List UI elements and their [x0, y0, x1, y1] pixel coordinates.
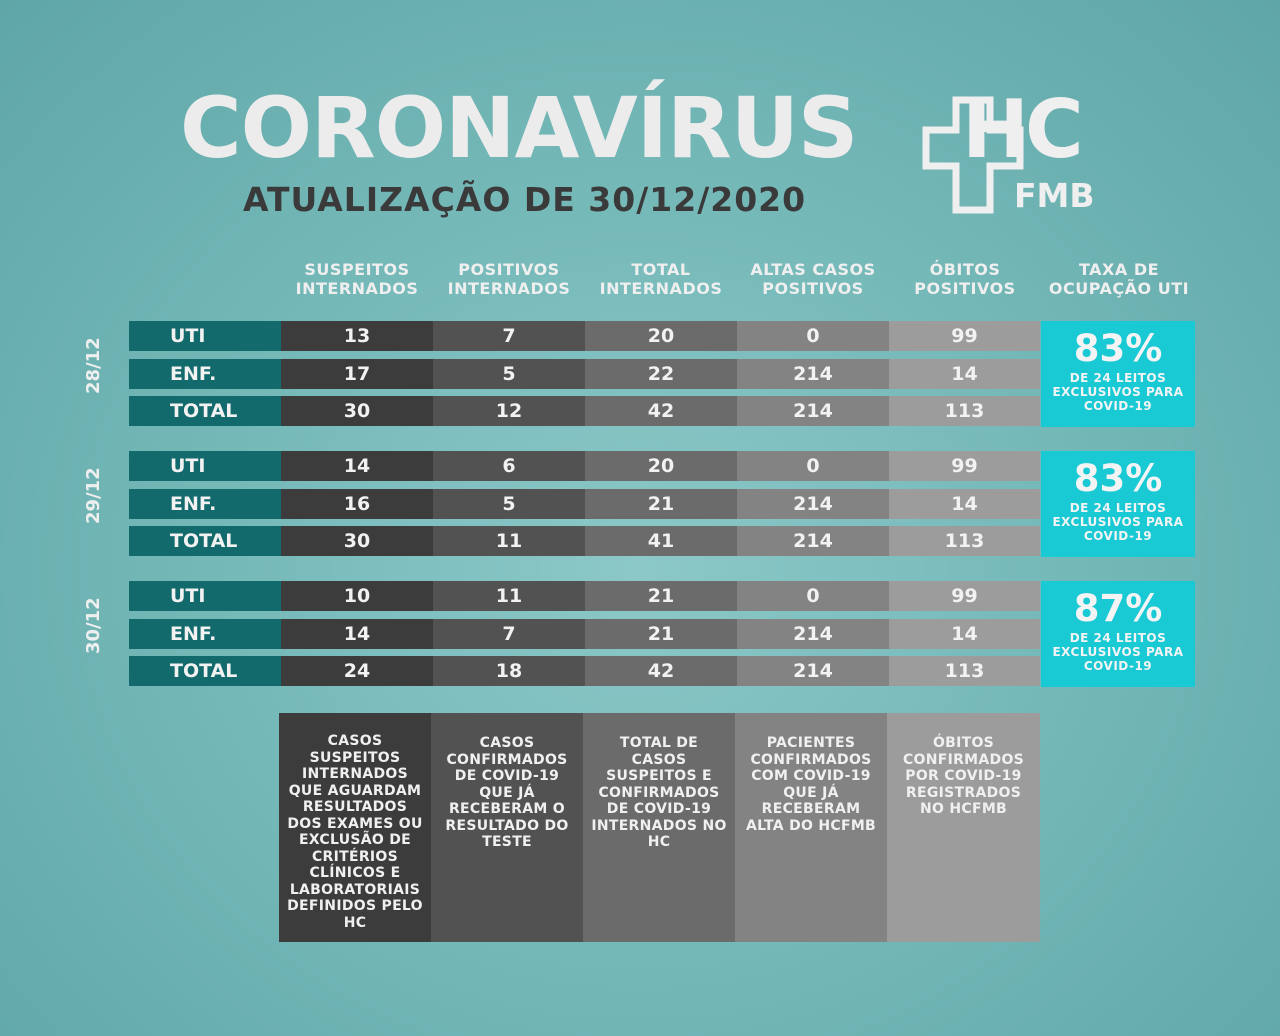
legend-positivos: CASOS CONFIRMADOS DE COVID-19 QUE JÁ REC…	[431, 713, 583, 942]
legend-altas: PACIENTES CONFIRMADOS COM COVID-19 QUE J…	[735, 713, 887, 942]
cell-altas: 214	[737, 526, 889, 556]
occupancy-rate-box: 83% DE 24 LEITOS EXCLUSIVOS PARA COVID-1…	[1041, 321, 1195, 427]
column-header-altas: ALTAS CASOS POSITIVOS	[750, 260, 876, 298]
cell-positivos: 7	[433, 321, 585, 351]
cell-total: 42	[585, 656, 737, 686]
row-label: ENF.	[129, 619, 281, 649]
table-row: ENF. 17 5 22 214 14	[129, 359, 1040, 389]
cell-total: 22	[585, 359, 737, 389]
cell-altas: 0	[737, 451, 889, 481]
row-label: TOTAL	[129, 396, 281, 426]
cell-suspeitos: 13	[281, 321, 433, 351]
table-row: ENF. 16 5 21 214 14	[129, 489, 1040, 519]
cell-total: 20	[585, 321, 737, 351]
table-row: TOTAL 30 11 41 214 113	[129, 526, 1040, 556]
table-row: TOTAL 30 12 42 214 113	[129, 396, 1040, 426]
cell-obitos: 113	[889, 526, 1040, 556]
logo-fmb-text: FMB	[1014, 176, 1095, 215]
date-label: 29/12	[83, 467, 104, 524]
table-row: UTI 13 7 20 0 99	[129, 321, 1040, 351]
legend-suspeitos: CASOS SUSPEITOS INTERNADOS QUE AGUARDAM …	[279, 713, 431, 942]
cell-obitos: 14	[889, 359, 1040, 389]
occupancy-rate-description: DE 24 LEITOS EXCLUSIVOS PARA COVID-19	[1052, 631, 1184, 673]
cell-altas: 214	[737, 359, 889, 389]
cell-total: 42	[585, 396, 737, 426]
row-label: UTI	[129, 321, 281, 351]
occupancy-rate-description: DE 24 LEITOS EXCLUSIVOS PARA COVID-19	[1052, 371, 1184, 413]
row-label: TOTAL	[129, 656, 281, 686]
cell-obitos: 99	[889, 451, 1040, 481]
cell-positivos: 11	[433, 526, 585, 556]
cell-positivos: 6	[433, 451, 585, 481]
row-label: ENF.	[129, 489, 281, 519]
cell-obitos: 99	[889, 321, 1040, 351]
cell-suspeitos: 10	[281, 581, 433, 611]
occupancy-rate-value: 83%	[1073, 327, 1163, 370]
column-header-taxa: TAXA DE OCUPAÇÃO UTI	[1048, 260, 1190, 298]
cell-positivos: 5	[433, 359, 585, 389]
cell-total: 20	[585, 451, 737, 481]
cell-suspeitos: 16	[281, 489, 433, 519]
column-header-positivos: POSITIVOS INTERNADOS	[447, 260, 571, 298]
column-header-total: TOTAL INTERNADOS	[599, 260, 723, 298]
cell-altas: 0	[737, 581, 889, 611]
cell-total: 21	[585, 489, 737, 519]
cell-obitos: 99	[889, 581, 1040, 611]
cell-obitos: 14	[889, 619, 1040, 649]
cell-positivos: 5	[433, 489, 585, 519]
cell-positivos: 12	[433, 396, 585, 426]
cell-altas: 214	[737, 619, 889, 649]
cell-positivos: 7	[433, 619, 585, 649]
page-subtitle: ATUALIZAÇÃO DE 30/12/2020	[243, 180, 807, 219]
table-row: TOTAL 24 18 42 214 113	[129, 656, 1040, 686]
table-row: ENF. 14 7 21 214 14	[129, 619, 1040, 649]
cell-total: 41	[585, 526, 737, 556]
row-label: ENF.	[129, 359, 281, 389]
table-row: UTI 10 11 21 0 99	[129, 581, 1040, 611]
cell-suspeitos: 24	[281, 656, 433, 686]
occupancy-rate-box: 83% DE 24 LEITOS EXCLUSIVOS PARA COVID-1…	[1041, 451, 1195, 557]
hc-fmb-logo: HC FMB	[922, 83, 1102, 216]
cell-obitos: 113	[889, 656, 1040, 686]
row-label: UTI	[129, 581, 281, 611]
cell-suspeitos: 30	[281, 526, 433, 556]
cell-altas: 0	[737, 321, 889, 351]
logo-hc-text: HC	[962, 83, 1084, 176]
date-label: 30/12	[83, 597, 104, 654]
cell-altas: 214	[737, 396, 889, 426]
cell-obitos: 14	[889, 489, 1040, 519]
occupancy-rate-value: 83%	[1073, 457, 1163, 500]
date-label: 28/12	[83, 337, 104, 394]
row-label: TOTAL	[129, 526, 281, 556]
table-row: UTI 14 6 20 0 99	[129, 451, 1040, 481]
cell-positivos: 18	[433, 656, 585, 686]
cell-positivos: 11	[433, 581, 585, 611]
legend-obitos: ÓBITOS CONFIRMADOS POR COVID-19 REGISTRA…	[887, 713, 1040, 942]
cell-total: 21	[585, 581, 737, 611]
legend-total: TOTAL DE CASOS SUSPEITOS E CONFIRMADOS D…	[583, 713, 735, 942]
cross-logo-icon	[922, 96, 1024, 214]
cell-total: 21	[585, 619, 737, 649]
column-header-obitos: ÓBITOS POSITIVOS	[914, 260, 1016, 298]
occupancy-rate-box: 87% DE 24 LEITOS EXCLUSIVOS PARA COVID-1…	[1041, 581, 1195, 687]
cell-altas: 214	[737, 656, 889, 686]
page-title: CORONAVÍRUS	[180, 79, 858, 177]
occupancy-rate-description: DE 24 LEITOS EXCLUSIVOS PARA COVID-19	[1052, 501, 1184, 543]
cell-obitos: 113	[889, 396, 1040, 426]
column-header-suspeitos: SUSPEITOS INTERNADOS	[295, 260, 419, 298]
cell-suspeitos: 14	[281, 619, 433, 649]
occupancy-rate-value: 87%	[1073, 587, 1163, 630]
cell-altas: 214	[737, 489, 889, 519]
cell-suspeitos: 14	[281, 451, 433, 481]
cell-suspeitos: 30	[281, 396, 433, 426]
cell-suspeitos: 17	[281, 359, 433, 389]
row-label: UTI	[129, 451, 281, 481]
